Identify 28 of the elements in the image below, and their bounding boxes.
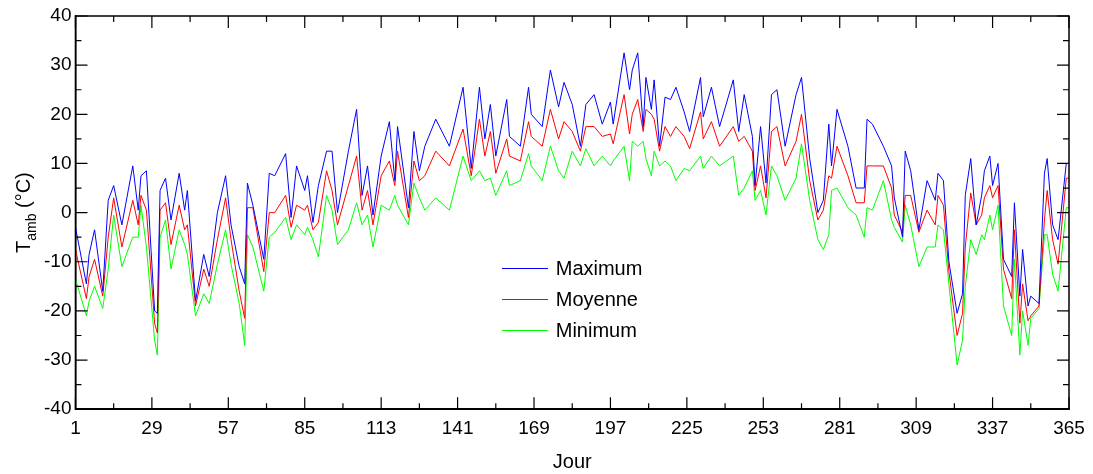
x-tick-label: 29 — [141, 416, 163, 438]
x-tick-label: 57 — [217, 416, 239, 438]
x-tick-label: 169 — [518, 416, 550, 438]
x-tick-label: 225 — [671, 416, 703, 438]
x-tick-label: 365 — [1053, 416, 1085, 438]
x-tick-label: 85 — [294, 416, 316, 438]
x-tick-label: 113 — [366, 416, 397, 438]
x-tick-label: 253 — [747, 416, 780, 438]
y-tick-label: 40 — [50, 4, 72, 26]
y-tick-label: 20 — [50, 102, 72, 124]
x-tick-label: 337 — [976, 416, 1009, 438]
x-tick-label: 1 — [70, 416, 81, 438]
y-tick-label: -10 — [43, 249, 72, 271]
legend-label: Minimum — [555, 318, 637, 342]
y-tick-label: 0 — [60, 200, 72, 222]
x-tick-label: 141 — [441, 416, 474, 438]
y-tick-label: 10 — [50, 151, 72, 173]
y-tick-label: -40 — [43, 397, 72, 419]
legend-label: Moyenne — [555, 287, 638, 311]
y-tick-label: -30 — [43, 348, 72, 370]
y-tick-label: -20 — [43, 299, 72, 321]
legend-label: Maximum — [555, 256, 643, 280]
x-tick-label: 281 — [823, 416, 856, 438]
y-axis-title: Tamb (°C) — [12, 172, 39, 253]
x-axis-title: Jour — [552, 449, 593, 472]
y-tick-label: 30 — [50, 53, 72, 75]
x-tick-label: 309 — [900, 416, 932, 438]
x-tick-label: 197 — [594, 416, 627, 438]
